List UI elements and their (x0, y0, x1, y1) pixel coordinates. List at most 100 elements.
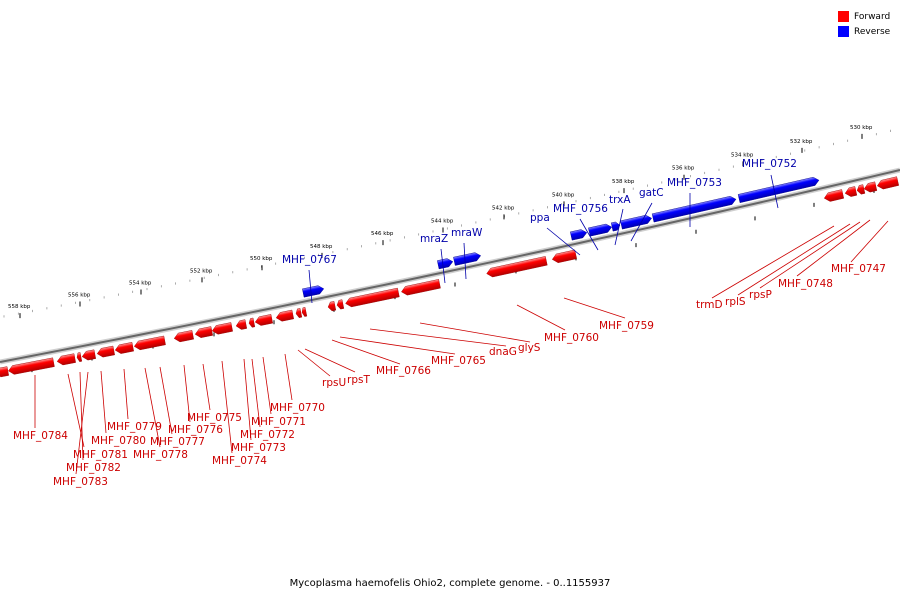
gene-arrow-body (96, 345, 115, 358)
forward-gene-arrow (76, 352, 83, 362)
leader-line (546, 227, 581, 256)
ruler-tick-label: 554 kbp (129, 281, 152, 287)
forward-gene-label: MHF_0779 (107, 421, 162, 433)
forward-gene-arrow (56, 353, 76, 366)
leader-line (243, 358, 252, 441)
gene-arrow-body (81, 349, 96, 361)
leader-line (563, 297, 626, 319)
backbone-line (0, 169, 900, 363)
forward-gene-arrow (401, 279, 441, 296)
leader-line (221, 360, 233, 454)
forward-gene-label: MHF_0783 (53, 476, 108, 488)
ruler-tick-label: 546 kbp (371, 231, 394, 237)
reverse-gene-label: trxA (609, 194, 631, 206)
ruler-tick-label: 534 kbp (731, 152, 754, 158)
forward-gene-arrow (173, 330, 194, 343)
forward-gene-label: MHF_0765 (431, 355, 486, 367)
forward-gene-arrow (211, 322, 233, 335)
genome-backbone (0, 167, 900, 365)
leader-line (369, 328, 507, 347)
gene-arrow-body (453, 252, 482, 266)
gene-arrow-body (254, 314, 273, 326)
leader-line (297, 349, 331, 377)
forward-gene-label: MHF_0781 (73, 449, 128, 461)
gene-arrow-body (194, 326, 213, 338)
leader-line (331, 339, 401, 365)
forward-gene-arrow (327, 301, 337, 312)
forward-gene-arrow (96, 345, 115, 358)
reverse-gene-label: MHF_0756 (553, 203, 608, 215)
legend-forward-label: Forward (854, 11, 891, 22)
gene-arrow-body (823, 189, 845, 202)
ruler-tick-label: 542 kbp (492, 205, 515, 211)
forward-gene-label: rplS (725, 296, 746, 308)
gene-arrow-body (570, 229, 588, 241)
forward-gene-arrow (295, 308, 303, 318)
leader-line (79, 371, 84, 461)
forward-gene-label: MHF_0774 (212, 455, 267, 467)
forward-gene-arrow (336, 299, 345, 310)
reverse-gene-label: MHF_0752 (742, 158, 797, 170)
leader-line (304, 348, 356, 373)
leader-line (759, 221, 861, 289)
forward-gene-arrow (301, 307, 308, 317)
forward-gene-label: MHF_0771 (251, 416, 306, 428)
backbone-shadow (0, 167, 900, 365)
forward-gene-arrow (194, 326, 213, 338)
ruler-tick-label: 544 kbp (431, 218, 454, 224)
leader-line (516, 304, 566, 331)
gene-arrow-body (876, 176, 899, 190)
legend: Forward Reverse (838, 9, 890, 39)
gene-arrow-body (56, 353, 76, 366)
gene-arrow-body (248, 317, 256, 328)
legend-reverse-label: Reverse (854, 26, 891, 37)
reverse-gene-label: ppa (530, 212, 550, 224)
reverse-gene-arrow (570, 229, 588, 241)
forward-gene-arrow (823, 189, 845, 202)
gene-track (0, 176, 899, 378)
gene-arrow-body (114, 342, 134, 354)
forward-gene-label: MHF_0780 (91, 435, 146, 447)
forward-gene-label: trmD (696, 299, 723, 311)
forward-gene-label: MHF_0748 (778, 278, 833, 290)
reverse-gene-arrow (588, 223, 613, 237)
gene-arrow-body (8, 357, 55, 375)
legend-reverse: Reverse (838, 24, 890, 39)
gene-arrow-body (345, 287, 400, 308)
forward-gene-arrow (81, 349, 96, 361)
forward-gene-label: MHF_0747 (831, 263, 886, 275)
leader-line (284, 353, 293, 401)
gene-arrow-body (588, 223, 613, 237)
forward-gene-arrow (134, 335, 166, 351)
forward-gene-arrow (248, 317, 256, 328)
forward-gene-label: MHF_0777 (150, 436, 205, 448)
forward-gene-arrow (235, 319, 248, 330)
forward-gene-label: MHF_0760 (544, 332, 599, 344)
forward-gene-label: MHF_0766 (376, 365, 431, 377)
forward-swatch (838, 11, 849, 22)
leader-line (183, 364, 191, 423)
reverse-gene-label: gatC (639, 187, 664, 199)
ruler-tick-label: 548 kbp (310, 244, 333, 250)
reverse-gene-arrow (737, 176, 820, 203)
leader-line (463, 242, 467, 280)
forward-gene-label: rpsU (322, 377, 346, 389)
gene-arrow-body (620, 214, 652, 230)
gene-arrow-body (295, 308, 303, 318)
forward-gene-arrow (8, 357, 55, 375)
ruler-tick-label: 530 kbp (850, 125, 873, 131)
forward-gene-arrow (863, 181, 878, 193)
leader-line (796, 219, 871, 277)
gene-arrow-body (737, 176, 820, 203)
reverse-gene-label: mraW (451, 227, 483, 239)
gene-arrow-body (134, 335, 166, 351)
ruler-tick-label: 540 kbp (552, 192, 575, 198)
leader-line (144, 367, 161, 448)
forward-gene-label: MHF_0759 (599, 320, 654, 332)
reverse-gene-arrow (620, 214, 652, 230)
kbp-ruler: 558 kbp 556 kbp 554 kbp 552 kbp 550 kbp 548 k… (3, 125, 891, 373)
forward-gene-label: MHF_0770 (270, 402, 325, 414)
ruler-tick-label: 532 kbp (790, 139, 813, 145)
gene-arrow-body (275, 309, 294, 322)
